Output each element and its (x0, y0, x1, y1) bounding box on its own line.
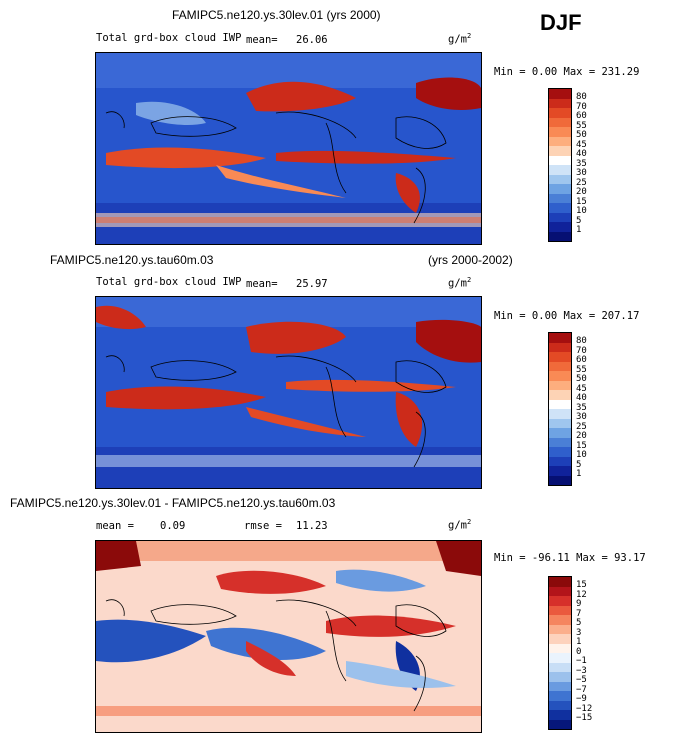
panel-1-cb-label-13: 5 (576, 215, 582, 226)
panel-3-cb-label-1: 12 (576, 589, 587, 600)
panel-1-cb-label-2: 60 (576, 111, 587, 121)
panel-2-cb-label-8: 30 (576, 412, 587, 422)
panel-3-units: g/m2 (448, 518, 472, 532)
panel-2-map (95, 296, 482, 489)
panel-3-rmse-value: 11.23 (296, 520, 328, 532)
panel-3-map (95, 540, 482, 733)
panel-3-cb-label-11: −7 (576, 684, 587, 695)
panel-1-cb-label-9: 25 (576, 177, 587, 188)
panel-2-mean-value: 25.97 (296, 278, 328, 290)
panel-2-title: FAMIPC5.ne120.ys.tau60m.03 (50, 253, 214, 267)
panel-2-cb-label-7: 35 (576, 402, 587, 413)
panel-2-cb-label-3: 55 (576, 364, 587, 375)
panel-2-units: g/m2 (448, 276, 472, 290)
panel-1-cb-label-8: 30 (576, 168, 587, 178)
panel-2-minmax: Min = 0.00 Max = 207.17 (494, 310, 640, 322)
panel-1-cb-label-10: 20 (576, 187, 587, 197)
panel-3-rmse-label: rmse = (244, 520, 282, 532)
panel-3-cb-label-10: −5 (576, 675, 587, 685)
panel-2-variable: Total grd-box cloud IWP (96, 276, 242, 288)
panel-1-mean-label: mean= (246, 34, 278, 46)
panel-3-minmax: Min = -96.11 Max = 93.17 (494, 552, 646, 564)
panel-2-cb-label-9: 25 (576, 421, 587, 432)
panel-3-cb-label-0: 15 (576, 580, 587, 590)
panel-1-mean-value: 26.06 (296, 34, 328, 46)
panel-2-cb-label-5: 45 (576, 383, 587, 394)
panel-2-cb-label-2: 60 (576, 355, 587, 365)
panel-2-cb-label-1: 70 (576, 345, 587, 356)
panel-3-colorbar (548, 576, 572, 730)
panel-1-colorbar (548, 88, 572, 242)
panel-1-cb-label-5: 45 (576, 139, 587, 150)
panel-2-mean-label: mean= (246, 278, 278, 290)
panel-1-cb-label-3: 55 (576, 120, 587, 131)
panel-1-title: FAMIPC5.ne120.ys.30lev.01 (yrs 2000) (172, 8, 381, 22)
panel-3-cb-label-7: 0 (576, 646, 582, 657)
panel-1-minmax: Min = 0.00 Max = 231.29 (494, 66, 640, 78)
panel-1-cb-label-4: 50 (576, 130, 587, 140)
panel-3-mean-label: mean = (96, 520, 134, 532)
panel-2-cb-label-4: 50 (576, 374, 587, 384)
panel-3-cb-label-12: −9 (576, 694, 587, 704)
panel-2-cb-label-13: 5 (576, 459, 582, 470)
panel-1-units: g/m2 (448, 32, 472, 46)
panel-2-cb-label-0: 80 (576, 336, 587, 346)
panel-1-variable: Total grd-box cloud IWP (96, 32, 242, 44)
panel-2-cb-label-6: 40 (576, 393, 587, 403)
panel-2-title-right: (yrs 2000-2002) (428, 253, 513, 267)
panel-3-cb-label-6: 1 (576, 637, 582, 647)
season-label: DJF (540, 10, 582, 35)
panel-3-cb-label-8: −1 (576, 656, 587, 666)
panel-3-cb-label-5: 3 (576, 627, 582, 638)
panel-2-cb-label-10: 20 (576, 431, 587, 441)
panel-3-title: FAMIPC5.ne120.ys.30lev.01 - FAMIPC5.ne12… (10, 496, 336, 510)
panel-3-cb-label-14: −15 (576, 713, 593, 723)
panel-3-mean-value: 0.09 (160, 520, 186, 532)
panel-1-cb-label-1: 70 (576, 101, 587, 112)
panel-1-cb-label-0: 80 (576, 92, 587, 102)
panel-3-cb-label-13: −12 (576, 703, 593, 714)
panel-3-cb-label-9: −3 (576, 665, 587, 676)
panel-1-map (95, 52, 482, 245)
panel-2-cb-label-12: 10 (576, 450, 587, 460)
panel-1-cb-label-7: 35 (576, 158, 587, 169)
panel-1-cb-label-12: 10 (576, 206, 587, 216)
panel-2-cb-label-14: 1 (576, 469, 582, 479)
panel-1-cb-label-11: 15 (576, 196, 587, 207)
panel-2-colorbar (548, 332, 572, 486)
panel-1-cb-label-14: 1 (576, 225, 582, 235)
panel-3-cb-label-3: 7 (576, 608, 582, 619)
panel-3-cb-label-4: 5 (576, 618, 582, 628)
panel-3-cb-label-2: 9 (576, 599, 582, 609)
panel-2-cb-label-11: 15 (576, 440, 587, 451)
panel-1-cb-label-6: 40 (576, 149, 587, 159)
